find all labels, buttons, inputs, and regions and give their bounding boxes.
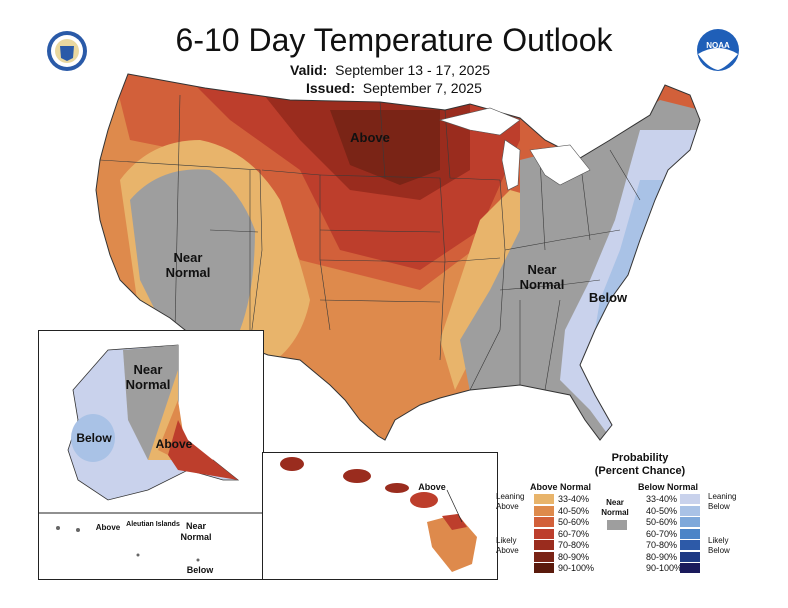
alaska-below-40-50 bbox=[71, 414, 115, 462]
legend-above-range-2: 40-50% bbox=[558, 505, 590, 516]
legend-leaning-above: Leaning Above bbox=[496, 492, 525, 511]
legend-subtitle: (Percent Chance) bbox=[594, 465, 686, 477]
molokai bbox=[385, 483, 409, 493]
label-near-west-2: Normal bbox=[166, 265, 211, 280]
issued-label: Issued: bbox=[306, 80, 356, 96]
commerce-seal-icon bbox=[47, 31, 87, 71]
legend-below-range-3: 50-60% bbox=[646, 517, 678, 527]
legend-below-swatch-4 bbox=[680, 528, 700, 539]
label-below-conus: Below bbox=[589, 290, 628, 305]
label-above-conus: Above bbox=[350, 130, 390, 145]
legend-below-header: Below Normal bbox=[638, 482, 699, 492]
legend-above-swatch-4 bbox=[534, 528, 554, 539]
label-aleutian-above: Above bbox=[96, 523, 121, 532]
legend-below-swatch-7 bbox=[680, 563, 700, 573]
legend-below-swatch-3 bbox=[680, 517, 700, 527]
state-boundaries bbox=[99, 94, 641, 391]
issued-date: September 7, 2025 bbox=[362, 80, 482, 96]
label-hi-above: Above bbox=[418, 482, 446, 492]
label-ak-near-1: Near bbox=[134, 362, 163, 377]
legend-above-swatch-6 bbox=[534, 551, 554, 562]
legend-below-range-4: 60-70% bbox=[646, 528, 678, 539]
label-aleutian-title: Aleutian Islands bbox=[126, 521, 180, 528]
legend-above-range-1: 33-40% bbox=[558, 494, 590, 504]
big-island-north bbox=[442, 514, 467, 530]
valid-label: Valid: bbox=[290, 62, 328, 78]
legend-near-label: Near Normal bbox=[601, 498, 629, 517]
legend-title: Probability bbox=[611, 452, 669, 464]
legend-likely-above: Likely Above bbox=[496, 536, 519, 555]
label-aleutian-below: Below bbox=[187, 565, 215, 575]
legend-below-range-2: 40-50% bbox=[646, 505, 678, 516]
above-80-90-zone bbox=[330, 110, 440, 185]
legend-below-range-5: 70-80% bbox=[646, 540, 678, 550]
issued-line: Issued: September 7, 2025 bbox=[306, 80, 482, 96]
lake-michigan bbox=[501, 139, 521, 191]
alaska-above-60-70 bbox=[168, 420, 238, 480]
legend-below-range-7: 90-100% bbox=[646, 563, 683, 573]
legend-below-range-6: 80-90% bbox=[646, 551, 678, 562]
lake-superior bbox=[438, 107, 521, 136]
label-near-west-1: Near bbox=[174, 250, 203, 265]
hawaii-inset: Above bbox=[262, 452, 498, 580]
lake-huron-erie bbox=[529, 144, 591, 186]
legend-likely-below: Likely Below bbox=[708, 536, 730, 555]
near-normal-west-zone bbox=[130, 169, 255, 350]
noaa-logo-text: NOAA bbox=[706, 41, 730, 50]
legend-above-swatch-7 bbox=[534, 563, 554, 573]
valid-line: Valid: September 13 - 17, 2025 bbox=[290, 62, 490, 78]
legend-below-swatch-5 bbox=[680, 540, 700, 550]
legend-above-swatch-1 bbox=[534, 494, 554, 504]
legend-above-swatch-5 bbox=[534, 540, 554, 550]
oahu bbox=[343, 469, 371, 483]
legend-above-range-3: 50-60% bbox=[558, 517, 590, 527]
kauai bbox=[280, 457, 304, 471]
label-near-east-2: Normal bbox=[520, 277, 565, 292]
legend-below-range-1: 33-40% bbox=[646, 494, 678, 504]
legend-above-header: Above Normal bbox=[530, 482, 592, 492]
big-island bbox=[427, 514, 477, 572]
legend-above-swatch-2 bbox=[534, 505, 554, 516]
label-ak-near-2: Normal bbox=[126, 377, 171, 392]
label-ak-below: Below bbox=[76, 431, 112, 445]
valid-dates: September 13 - 17, 2025 bbox=[335, 62, 491, 78]
conus-outline bbox=[95, 73, 701, 441]
label-near-east-1: Near bbox=[528, 262, 557, 277]
alaska-inset: Near Normal Below Above Above Aleutian I… bbox=[38, 330, 264, 580]
legend-below-swatch-1 bbox=[680, 494, 700, 504]
legend-near-swatch bbox=[607, 520, 627, 530]
legend-below-swatch-2 bbox=[680, 505, 700, 516]
legend-above-range-6: 80-90% bbox=[558, 551, 590, 562]
legend-above-range-7: 90-100% bbox=[558, 563, 595, 573]
legend-above-range-5: 70-80% bbox=[558, 540, 590, 550]
page-title: 6-10 Day Temperature Outlook bbox=[175, 22, 613, 58]
label-aleutian-near-1: Near bbox=[186, 521, 207, 531]
label-aleutian-near-2: Normal bbox=[180, 532, 211, 542]
legend-above-swatch-3 bbox=[534, 517, 554, 527]
legend-leaning-below: Leaning Below bbox=[708, 492, 737, 511]
noaa-logo-icon: NOAA bbox=[697, 29, 739, 71]
legend-below-swatch-6 bbox=[680, 551, 700, 562]
label-ak-above: Above bbox=[156, 437, 193, 451]
maui bbox=[410, 492, 438, 508]
legend-above-range-4: 60-70% bbox=[558, 528, 590, 539]
